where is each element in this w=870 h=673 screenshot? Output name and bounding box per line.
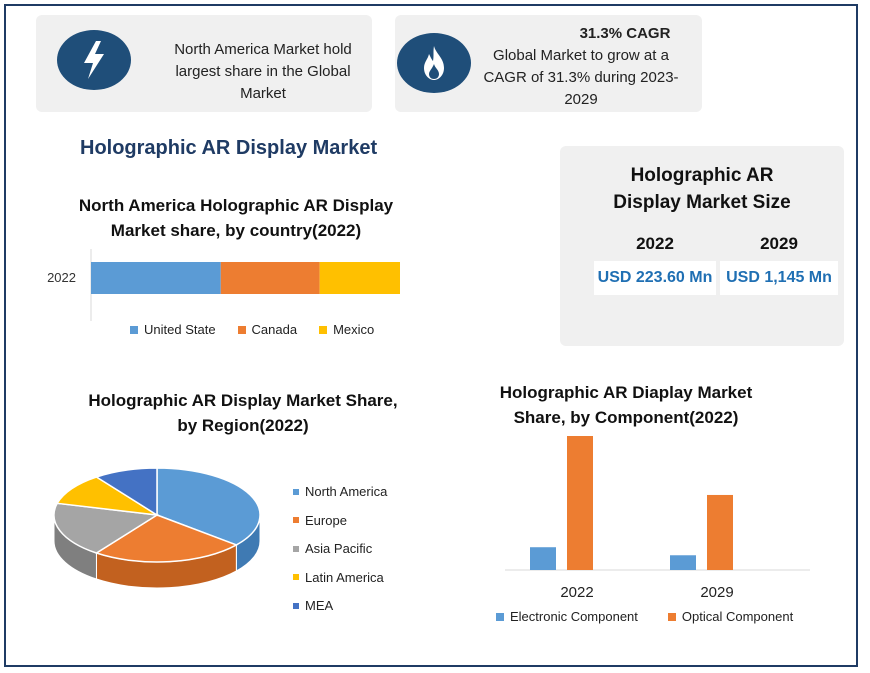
infographic-frame — [4, 4, 858, 667]
legend-swatch — [293, 488, 299, 495]
pie-slice — [53, 502, 160, 554]
pie-slice — [94, 514, 239, 563]
lightning-icon — [57, 30, 131, 90]
region-share-pie-chart — [53, 467, 261, 589]
legend-swatch — [293, 574, 299, 580]
callout-text-cagr: Global Market to grow at a CAGR of 31.3%… — [483, 47, 679, 108]
legend-label: Asia Pacific — [305, 541, 373, 556]
callout-heading-cagr: 31.3% CAGR — [579, 25, 671, 42]
x-tick-label: 2029 — [700, 584, 733, 601]
legend-label: Latin America — [305, 569, 384, 585]
country-share-chart: 2022 — [47, 249, 400, 321]
column-bar — [530, 547, 556, 570]
legend-item-asia-pacific: Asia Pacific — [293, 541, 387, 556]
legend-swatch — [496, 612, 504, 621]
column-bar — [567, 436, 593, 570]
page-title: Holographic AR Display Market — [80, 137, 378, 159]
market-size-card — [560, 146, 844, 346]
region-share-legend: North America Europe Asia Pacific Latin … — [293, 484, 387, 613]
legend-swatch — [667, 612, 676, 621]
legend-label: MEA — [305, 598, 334, 613]
legend-item-optical-component: Optical Component — [667, 609, 794, 624]
callout-text-north-america: North America Market hold largest share … — [174, 41, 352, 102]
legend-swatch — [293, 517, 299, 523]
column-bar — [707, 494, 733, 570]
legend-item-canada: Canada — [237, 322, 298, 337]
legend-item-latin-america: Latin America — [293, 570, 387, 585]
market-size-year-2029: 2029 — [760, 234, 798, 253]
legend-label: Electronic Component — [510, 609, 638, 624]
legend-label: Europe — [305, 512, 347, 528]
stack-bar-segment — [91, 262, 221, 294]
legend-label: Optical Component — [681, 609, 794, 624]
legend-swatch — [293, 545, 299, 552]
legend-label: Canada — [251, 322, 298, 337]
legend-swatch — [293, 602, 299, 609]
pie-slice — [56, 476, 158, 516]
legend-label: United State — [144, 322, 216, 337]
country-share-legend: United State Canada Mexico — [130, 322, 374, 337]
legend-item-united-state: United State — [130, 322, 216, 337]
legend-item-europe: Europe — [293, 513, 387, 528]
stack-bar-segment — [220, 262, 320, 294]
x-tick-label: 2022 — [560, 584, 593, 601]
market-size-value-2029: USD 1,145 Mn — [720, 261, 838, 295]
legend-item-electronic-component: Electronic Component — [496, 609, 638, 624]
component-share-chart: 2022 2029 — [505, 436, 810, 601]
legend-label: North America — [305, 484, 388, 499]
pie-slice — [156, 467, 261, 546]
legend-item-mexico: Mexico — [319, 322, 374, 337]
market-size-title: Holographic AR Display Market Size — [613, 165, 791, 213]
component-share-legend: Electronic Component Optical Component — [496, 609, 793, 624]
legend-swatch — [237, 325, 246, 334]
legend-swatch — [130, 325, 138, 334]
stack-bar-segment — [319, 262, 400, 294]
legend-item-mea: MEA — [293, 598, 387, 613]
region-share-chart-title: Holographic AR Display Market Share, by … — [88, 391, 398, 435]
market-size-year-2022: 2022 — [636, 234, 674, 253]
legend-label: Mexico — [333, 322, 375, 337]
component-share-chart-title: Holographic AR Diaplay Market Share, by … — [499, 383, 753, 427]
flame-icon — [397, 33, 471, 93]
stack-category-label: 2022 — [47, 270, 76, 285]
legend-swatch — [319, 325, 328, 334]
pie-slice — [94, 467, 158, 517]
country-share-chart-title: North America Holographic AR Display Mar… — [78, 196, 394, 240]
column-bar — [670, 555, 696, 570]
legend-item-north-america: North America — [293, 484, 387, 499]
market-size-value-2022: USD 223.60 Mn — [594, 261, 716, 295]
